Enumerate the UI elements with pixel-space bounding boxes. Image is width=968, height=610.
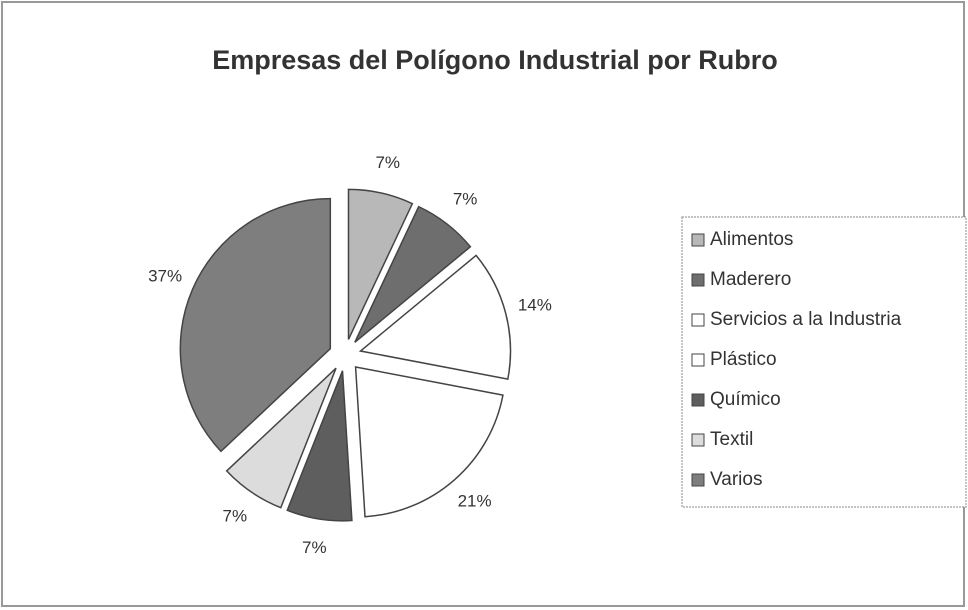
data-label: 14% [518, 296, 552, 315]
data-label: 37% [148, 267, 182, 286]
legend-label: Servicios a la Industria [710, 309, 902, 330]
legend-label: Textil [710, 429, 753, 450]
legend-swatch [691, 393, 705, 407]
legend-label: Varios [710, 469, 762, 490]
legend-box [681, 216, 967, 508]
legend-swatch [691, 353, 705, 367]
pie-slice [354, 205, 472, 343]
data-label: 21% [458, 492, 492, 511]
legend-swatch [691, 273, 705, 287]
data-label: 7% [223, 507, 248, 526]
legend-swatch [691, 233, 705, 247]
pie-slice [179, 197, 332, 453]
pie-slice [225, 367, 337, 509]
legend-swatch [691, 313, 705, 327]
data-label: 7% [375, 153, 400, 172]
pie-slice [347, 188, 414, 340]
legend-swatch [691, 433, 705, 447]
pie-slice [354, 366, 504, 518]
chart-title: Empresas del Polígono Industrial por Rub… [212, 45, 778, 75]
pie-slice [286, 370, 353, 522]
legend-label: Alimentos [710, 229, 793, 250]
data-label: 7% [302, 538, 327, 557]
pie-slice [358, 254, 512, 381]
legend-label: Maderero [710, 269, 791, 290]
legend-label: Plástico [710, 349, 777, 370]
legend-label: Químico [710, 389, 781, 410]
legend-swatch [691, 473, 705, 487]
data-label: 7% [453, 190, 478, 209]
